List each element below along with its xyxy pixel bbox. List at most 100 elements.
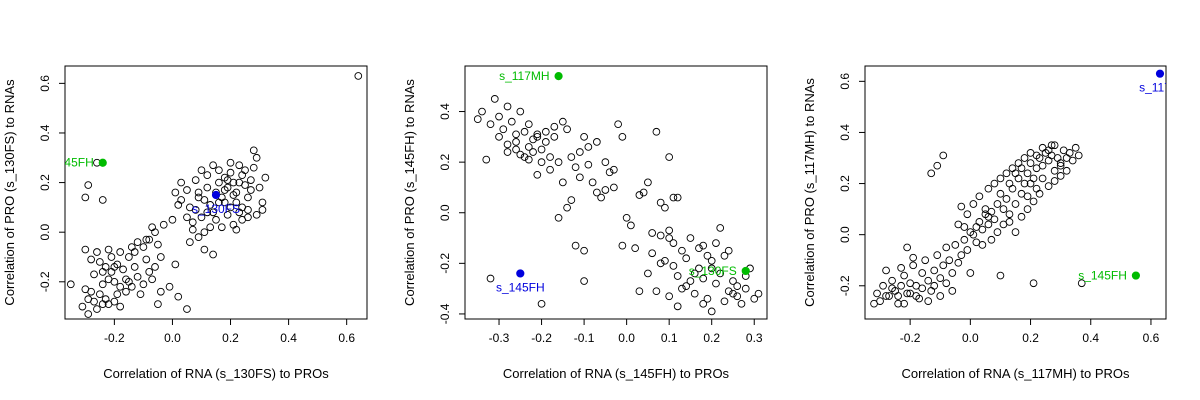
data-point — [558, 117, 567, 126]
data-point — [1011, 200, 1020, 208]
data-point — [1068, 156, 1077, 165]
data-point — [903, 289, 911, 298]
highlight-label: s_145FH — [1078, 269, 1127, 283]
data-point — [656, 231, 665, 240]
data-point — [669, 239, 678, 247]
data-point — [1071, 143, 1080, 152]
y-tick-label: 0.0 — [38, 224, 52, 241]
data-point — [690, 289, 699, 298]
data-point — [107, 253, 116, 261]
data-point — [618, 132, 627, 141]
data-point — [90, 297, 98, 306]
data-point — [972, 223, 981, 231]
data-point — [656, 198, 665, 207]
data-point — [957, 202, 966, 211]
highlight-point — [554, 72, 563, 81]
x-tick-label: 0.3 — [746, 331, 763, 345]
data-point — [194, 233, 203, 241]
data-point — [546, 153, 554, 161]
data-point — [584, 160, 593, 169]
plot-area: s_117MH s_145FH s_130FS — [473, 69, 763, 316]
data-point — [951, 241, 960, 249]
data-point — [119, 265, 127, 274]
highlight-label: s_117MH — [499, 69, 549, 83]
data-point — [1065, 149, 1074, 157]
data-point — [220, 198, 229, 207]
data-point — [584, 143, 593, 151]
data-point — [122, 287, 130, 296]
data-point — [223, 176, 232, 184]
data-point — [1056, 172, 1065, 180]
data-point — [690, 269, 699, 278]
data-point — [212, 215, 220, 224]
data-point — [107, 268, 116, 276]
data-point — [930, 281, 939, 290]
data-point — [1032, 184, 1041, 193]
data-point — [1056, 159, 1065, 167]
data-point — [261, 173, 270, 182]
data-point — [729, 277, 737, 285]
data-point — [533, 132, 542, 141]
data-point — [1017, 164, 1026, 173]
y-tick-label: 0.4 — [438, 103, 452, 120]
data-point — [622, 213, 631, 222]
data-point — [1050, 166, 1059, 175]
data-point — [90, 270, 98, 279]
data-point — [975, 192, 984, 201]
data-point — [215, 198, 223, 207]
scatter-panel-2: -0.3 -0.2 -0.1 0.0 0.1 0.2 0.3 -0.4 -0.2 0.0 0.2 0.… — [402, 65, 768, 381]
x-tick-label: 0.4 — [1082, 331, 1099, 345]
data-point — [101, 263, 110, 271]
data-point — [1026, 179, 1035, 188]
data-point — [575, 148, 584, 156]
data-point — [235, 161, 244, 170]
plot-area: 45FH s_130FS — [65, 72, 363, 318]
data-point — [139, 280, 148, 289]
data-point — [575, 173, 584, 182]
data-point — [142, 255, 151, 264]
data-point — [110, 297, 119, 306]
data-point — [588, 178, 597, 187]
data-point — [716, 224, 725, 232]
data-point — [695, 264, 703, 273]
data-point — [101, 295, 110, 304]
data-point — [1023, 205, 1032, 213]
data-point — [580, 246, 588, 255]
data-point — [93, 305, 101, 313]
data-point — [1077, 279, 1086, 288]
data-point — [95, 258, 104, 266]
data-point — [252, 210, 261, 219]
data-point — [156, 253, 165, 261]
data-point — [927, 287, 936, 295]
data-point — [186, 238, 194, 246]
data-point — [95, 290, 104, 299]
data-point — [1005, 179, 1014, 188]
x-axis-label: Correlation of RNA (s_145FH) to PROs — [503, 366, 730, 381]
data-point — [98, 300, 107, 308]
data-point — [942, 279, 951, 288]
data-point — [127, 243, 136, 251]
data-point — [203, 183, 212, 192]
data-point — [1032, 151, 1041, 160]
data-point — [200, 228, 209, 237]
data-point — [936, 292, 945, 300]
data-point — [984, 220, 993, 229]
data-point — [712, 239, 720, 247]
data-point — [541, 127, 550, 136]
data-point — [226, 158, 235, 167]
data-point — [258, 206, 267, 214]
data-point — [567, 153, 576, 161]
data-point — [900, 299, 908, 308]
data-point — [354, 72, 363, 80]
data-point — [894, 292, 902, 300]
data-point — [171, 260, 180, 269]
data-point — [699, 274, 708, 283]
data-point — [707, 307, 716, 316]
data-point — [669, 262, 678, 270]
data-point — [593, 188, 601, 197]
data-point — [252, 153, 261, 162]
data-point — [601, 186, 610, 194]
y-axis-label: Correlation of PRO (s_117MH) to RNAs — [802, 78, 817, 307]
data-point — [174, 292, 183, 301]
data-point — [209, 208, 217, 217]
